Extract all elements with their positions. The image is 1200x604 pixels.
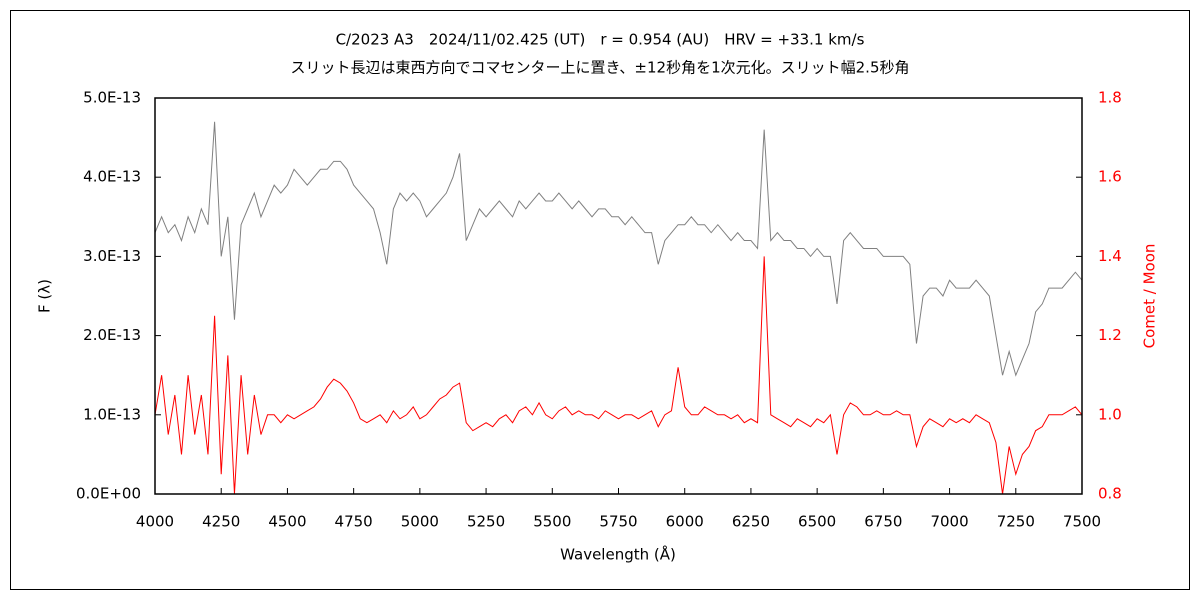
y-tick-label: 3.0E-13 [83,247,141,265]
y2-tick-label: 0.8 [1098,485,1122,503]
x-tick-label: 5000 [401,513,439,531]
x-tick-label: 4500 [268,513,306,531]
x-tick-label: 5250 [467,513,505,531]
frame [10,10,1190,590]
x-tick-label: 4000 [136,513,174,531]
spectrum-line [154,256,1083,495]
y-tick-label: 5.0E-13 [83,89,141,107]
plot-area [154,97,1083,495]
x-tick-label: 4250 [202,513,240,531]
y2-tick-label: 1.0 [1098,405,1122,423]
x-tick-label: 6750 [864,513,902,531]
y2-axis-label: Comet / Moon [1141,244,1159,349]
y-tick-label: 1.0E-13 [83,405,141,423]
x-tick-label: 7000 [930,513,968,531]
x-tick-label: 6000 [666,513,704,531]
spectrum-line [154,121,1083,377]
x-tick-label: 5750 [599,513,637,531]
y-tick-label: 4.0E-13 [83,168,141,186]
chart-title: C/2023 A3 2024/11/02.425 (UT) r = 0.954 … [336,31,865,49]
x-tick-label: 4750 [335,513,373,531]
x-tick-label: 6250 [732,513,770,531]
y-tick-label: 0.0E+00 [76,485,141,503]
x-tick-label: 5500 [533,513,571,531]
y2-tick-label: 1.8 [1098,89,1122,107]
y2-tick-label: 1.4 [1098,247,1122,265]
x-axis-label: Wavelength (Å) [560,545,676,564]
chart-subtitle: スリット長辺は東西方向でコマセンター上に置き、±12秒角を1次元化。スリット幅2… [290,59,909,77]
y-axis-label: F (λ) [36,279,54,313]
y2-tick-label: 1.2 [1098,326,1122,344]
x-tick-label: 6500 [798,513,836,531]
x-tick-label: 7500 [1063,513,1101,531]
y2-tick-label: 1.6 [1098,168,1122,186]
y-tick-label: 2.0E-13 [83,326,141,344]
x-tick-label: 7250 [997,513,1035,531]
